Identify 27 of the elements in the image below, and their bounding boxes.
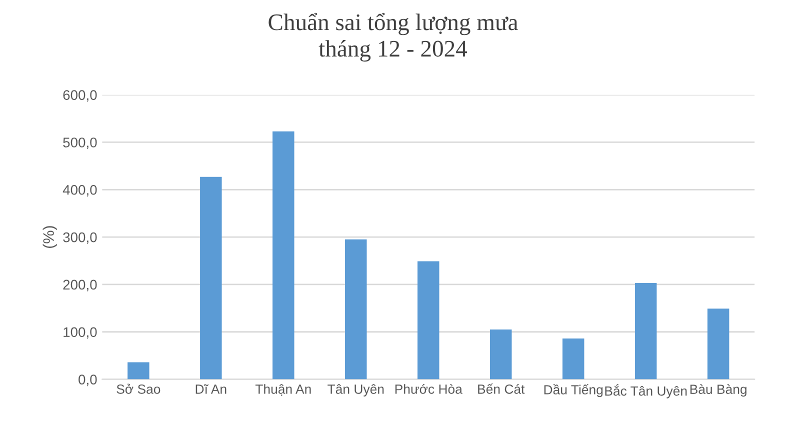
y-tick-label: 400,0 [62, 184, 97, 196]
y-tick-label: 200,0 [63, 280, 97, 292]
bar [707, 308, 730, 380]
bar [562, 338, 584, 380]
bar [200, 176, 222, 380]
bar [345, 239, 367, 380]
bar [272, 131, 294, 380]
y-tick-label: 100,0 [64, 327, 97, 339]
bar [128, 362, 150, 380]
y-tick-label: 300,0 [63, 232, 97, 244]
y-tick-label: 0,0 [78, 374, 97, 386]
bar [417, 261, 440, 380]
bar [634, 283, 657, 380]
x-tick-label: Bàu Bàng [690, 384, 746, 397]
x-tick-label: Phước Hòa [395, 384, 462, 394]
x-tick-label: Dầu Tiếng [544, 384, 603, 398]
y-axis-title: (%) [42, 226, 58, 248]
x-tick-label: Dĩ An [196, 384, 226, 394]
x-tick-label: Sở Sao [116, 384, 160, 394]
y-tick-label: 500,0 [63, 138, 97, 150]
chart-title: Chuẩn sai tổng lượng mưa tháng 12 - 2024 [268, 12, 518, 62]
y-tick-label: 600,0 [63, 90, 97, 102]
x-tick-label: Bến Cát [478, 384, 525, 394]
x-tick-label: Tân Uyên [328, 384, 384, 396]
x-tick-label: Thuận An [255, 384, 311, 396]
bar [490, 330, 512, 380]
x-tick-label: Bắc Tân Uyên [605, 384, 687, 398]
